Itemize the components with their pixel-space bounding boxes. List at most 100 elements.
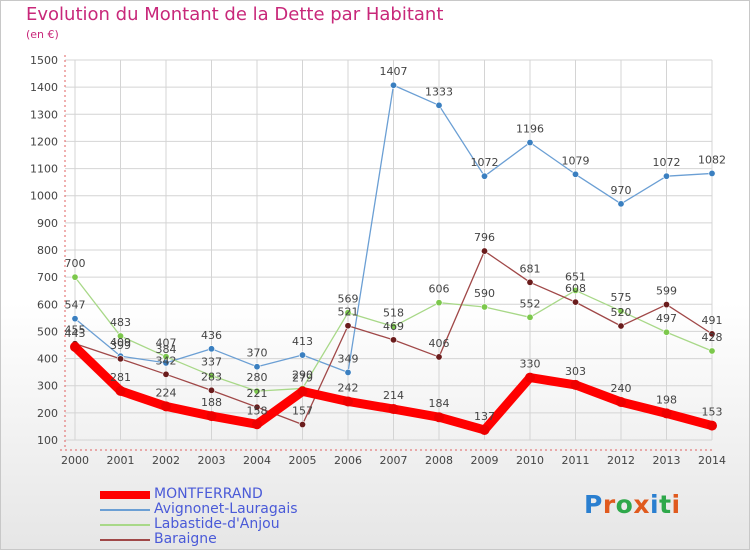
data-label: 970 bbox=[611, 184, 632, 197]
x-tick-label: 2008 bbox=[425, 454, 453, 467]
data-point bbox=[252, 419, 262, 430]
data-label: 281 bbox=[110, 371, 131, 384]
data-point bbox=[617, 307, 625, 315]
y-tick-label: 800 bbox=[37, 244, 58, 257]
data-point bbox=[526, 139, 534, 147]
data-label: 1079 bbox=[562, 154, 590, 167]
data-label: 483 bbox=[110, 316, 131, 329]
data-label: 407 bbox=[156, 337, 177, 350]
data-label: 413 bbox=[292, 335, 313, 348]
data-point bbox=[435, 353, 443, 361]
data-label: 796 bbox=[474, 231, 495, 244]
data-point bbox=[708, 330, 716, 338]
data-label: 198 bbox=[656, 393, 677, 406]
x-tick-label: 2000 bbox=[61, 454, 89, 467]
data-point bbox=[389, 81, 397, 89]
logo-letter: i bbox=[671, 490, 681, 519]
data-label: 469 bbox=[383, 320, 404, 333]
x-tick-label: 2005 bbox=[289, 454, 317, 467]
data-label: 158 bbox=[247, 404, 268, 417]
chart-title: Evolution du Montant de la Dette par Hab… bbox=[26, 4, 444, 25]
data-point bbox=[117, 332, 125, 340]
x-tick-label: 2014 bbox=[698, 454, 726, 467]
y-tick-label: 1200 bbox=[30, 135, 58, 148]
data-label: 518 bbox=[383, 307, 404, 320]
legend-item: Baraigne bbox=[100, 531, 400, 547]
data-point bbox=[480, 303, 488, 311]
logo-letter: t bbox=[659, 490, 672, 519]
y-tick-label: 1000 bbox=[30, 190, 58, 203]
data-point bbox=[253, 363, 261, 371]
data-point bbox=[71, 315, 79, 323]
legend-label: Avignonet-Lauragais bbox=[154, 501, 298, 517]
data-point bbox=[389, 323, 397, 331]
x-tick-label: 2009 bbox=[471, 454, 499, 467]
data-point bbox=[297, 386, 308, 397]
y-tick-label: 600 bbox=[37, 298, 58, 311]
y-tick-label: 900 bbox=[37, 217, 58, 230]
x-tick-label: 2002 bbox=[152, 454, 180, 467]
data-label: 520 bbox=[611, 306, 632, 319]
data-label: 599 bbox=[656, 285, 677, 298]
legend-label: Baraigne bbox=[154, 531, 217, 547]
data-label: 279 bbox=[292, 371, 313, 384]
data-label: 1072 bbox=[471, 156, 499, 169]
data-label: 608 bbox=[565, 282, 586, 295]
data-label: 330 bbox=[520, 358, 541, 371]
y-tick-label: 200 bbox=[37, 407, 58, 420]
x-tick-label: 2003 bbox=[198, 454, 226, 467]
legend-label: MONTFERRAND bbox=[154, 486, 263, 502]
x-tick-label: 2004 bbox=[243, 454, 271, 467]
x-tick-label: 2013 bbox=[653, 454, 681, 467]
data-point bbox=[389, 336, 397, 344]
data-label: 137 bbox=[474, 410, 495, 423]
data-label: 242 bbox=[338, 381, 359, 394]
x-tick-label: 2012 bbox=[607, 454, 635, 467]
data-label: 1196 bbox=[516, 123, 544, 136]
data-label: 370 bbox=[247, 347, 268, 360]
data-point bbox=[162, 353, 170, 361]
data-point bbox=[115, 385, 126, 396]
data-label: 575 bbox=[611, 291, 632, 304]
data-label: 1407 bbox=[380, 65, 408, 78]
data-label: 547 bbox=[65, 299, 86, 312]
legend-item: Labastide-d'Anjou bbox=[100, 516, 400, 532]
data-point bbox=[480, 247, 488, 255]
data-label: 303 bbox=[565, 365, 586, 378]
proxiti-logo: Proxiti bbox=[584, 490, 681, 519]
data-label: 651 bbox=[565, 270, 586, 283]
data-point bbox=[253, 387, 261, 395]
legend-item: Avignonet-Lauragais bbox=[100, 501, 400, 517]
data-point bbox=[479, 424, 490, 435]
legend-swatch bbox=[100, 524, 150, 526]
data-point bbox=[344, 322, 352, 330]
data-point bbox=[208, 345, 216, 353]
x-tick-label: 2011 bbox=[562, 454, 590, 467]
data-label: 497 bbox=[656, 312, 677, 325]
data-label: 399 bbox=[110, 339, 131, 352]
data-point bbox=[388, 404, 399, 415]
y-tick-label: 1400 bbox=[30, 81, 58, 94]
y-tick-label: 1300 bbox=[30, 108, 58, 121]
data-point bbox=[117, 355, 125, 363]
data-point bbox=[662, 328, 670, 336]
data-label: 436 bbox=[201, 329, 222, 342]
x-tick-label: 2001 bbox=[107, 454, 135, 467]
data-point bbox=[206, 411, 217, 422]
grid bbox=[65, 59, 713, 441]
data-point bbox=[344, 368, 352, 376]
data-point bbox=[571, 286, 579, 294]
y-tick-label: 1100 bbox=[30, 163, 58, 176]
data-point bbox=[570, 379, 581, 390]
data-label: 240 bbox=[611, 382, 632, 395]
data-point bbox=[434, 412, 444, 423]
data-point bbox=[208, 386, 216, 394]
legend-swatch bbox=[100, 509, 150, 511]
legend-label: Labastide-d'Anjou bbox=[154, 516, 280, 532]
data-label: 153 bbox=[702, 406, 723, 419]
x-tick-label: 2007 bbox=[380, 454, 408, 467]
y-tick-label: 500 bbox=[37, 325, 58, 338]
legend-swatch bbox=[100, 491, 150, 499]
data-label: 569 bbox=[338, 293, 359, 306]
